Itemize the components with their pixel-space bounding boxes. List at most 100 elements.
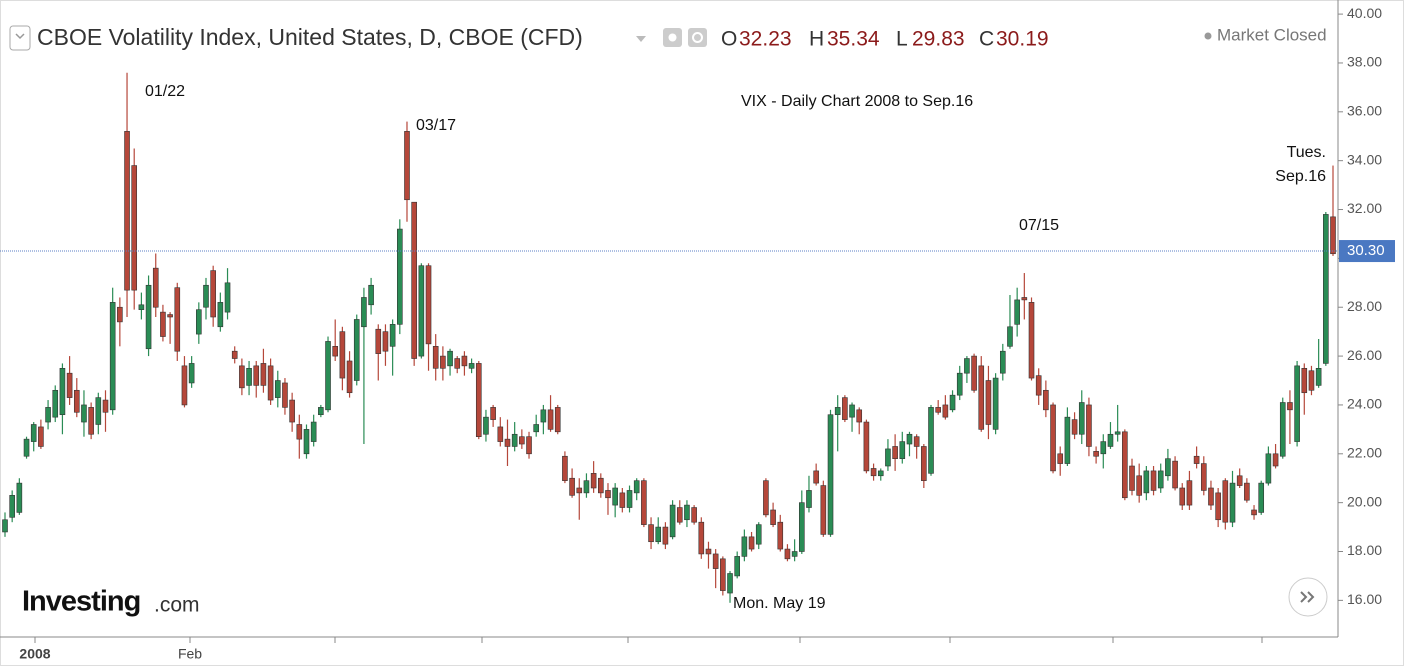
candle-body <box>1315 368 1322 386</box>
y-tick-label: 16.00 <box>1347 591 1382 607</box>
market-status: Market Closed <box>1217 25 1327 44</box>
annotation: Mon. May 19 <box>733 595 826 612</box>
chart-subtitle: VIX - Daily Chart 2008 to Sep.16 <box>741 93 973 110</box>
candle-body <box>246 368 252 386</box>
candle-body <box>181 365 188 406</box>
candle-body <box>253 365 260 386</box>
logo-brand: Investing <box>22 586 140 618</box>
candle-body <box>1122 431 1128 499</box>
candle-body <box>289 399 295 423</box>
candle-body <box>734 556 740 577</box>
candle-body <box>526 436 532 455</box>
candle-body <box>1193 455 1200 464</box>
candle-body <box>1287 402 1293 411</box>
candle-body <box>1294 365 1300 442</box>
y-tick-label: 18.00 <box>1347 542 1382 558</box>
candle-body <box>224 282 231 313</box>
candle-body <box>885 448 891 467</box>
candle-body <box>992 377 999 430</box>
candle-body <box>1150 470 1157 491</box>
candle-body <box>1179 487 1186 506</box>
candle-body <box>1301 368 1308 394</box>
annotation: Tues. <box>1287 144 1326 161</box>
candle-body <box>339 331 346 379</box>
y-tick-label: 36.00 <box>1347 103 1382 119</box>
candle-body <box>152 267 159 308</box>
candle-body <box>52 389 59 418</box>
candle-body <box>999 350 1006 374</box>
y-tick-label: 38.00 <box>1347 54 1382 70</box>
candle-body <box>1071 419 1078 435</box>
candle-body <box>712 553 719 569</box>
candle-body <box>554 407 561 433</box>
candle-body <box>612 487 618 506</box>
candle-body <box>88 407 94 435</box>
candle-body <box>432 346 439 369</box>
collapse-icon[interactable] <box>9 25 31 51</box>
candle-body <box>167 314 173 318</box>
candle-body <box>791 551 798 557</box>
candle-body <box>921 446 927 481</box>
candle-body <box>1136 475 1142 496</box>
candle-body <box>468 363 475 369</box>
candle-body <box>66 372 73 398</box>
dropdown-arrow[interactable] <box>636 36 646 42</box>
candle-body <box>425 265 432 345</box>
candle-body <box>964 358 970 374</box>
candle-body <box>720 558 726 591</box>
candle-body <box>440 355 446 369</box>
candle-body <box>935 407 941 413</box>
candle-body <box>303 429 310 455</box>
candle-body <box>1157 470 1164 489</box>
candle-body <box>1229 482 1236 523</box>
candle-body <box>533 424 540 433</box>
candle-body <box>1272 453 1279 467</box>
ohlc-value: 35.34 <box>827 28 880 51</box>
candle-body <box>1143 470 1150 494</box>
current-price-label: 30.30 <box>1347 242 1385 259</box>
candle-body <box>282 382 288 408</box>
candle-body <box>454 358 461 369</box>
candle-body <box>978 365 985 430</box>
candle-body <box>1035 375 1042 396</box>
candle-body <box>475 363 482 437</box>
candle-body <box>1093 451 1099 457</box>
candle-body <box>798 502 805 552</box>
candle-body <box>547 409 554 430</box>
candle-body <box>1330 216 1336 255</box>
candle-body <box>849 404 855 418</box>
scroll-button[interactable] <box>1288 577 1328 617</box>
candle-body <box>727 573 733 594</box>
candle-body <box>1165 458 1171 477</box>
y-tick-label: 34.00 <box>1347 151 1382 167</box>
candle-body <box>461 355 468 367</box>
candle-body <box>777 521 784 550</box>
candle-body <box>691 507 697 523</box>
candle-body <box>59 368 66 416</box>
candle-body <box>239 365 245 389</box>
settings-icon[interactable] <box>688 28 707 47</box>
eye-icon-pupil <box>668 33 677 42</box>
candle-body <box>892 446 898 459</box>
candle-body <box>605 490 611 499</box>
candle-body <box>81 404 87 423</box>
candle-body <box>346 360 353 394</box>
candle-body <box>806 490 812 508</box>
candle-body <box>267 365 274 401</box>
status-dot <box>1204 32 1212 40</box>
candle-body <box>1308 370 1315 391</box>
candle-body <box>1279 402 1286 457</box>
candle-body <box>1107 433 1114 447</box>
candle-body <box>138 304 145 310</box>
candle-body <box>956 372 963 396</box>
candle-body <box>1265 453 1272 484</box>
candle-body <box>145 284 152 350</box>
candle-body <box>1100 441 1107 455</box>
ohlc-value: 32.23 <box>739 28 792 51</box>
time-axis-ticks <box>34 637 1263 643</box>
y-tick-label: 28.00 <box>1347 298 1382 314</box>
candle-body <box>497 426 504 442</box>
candle-body <box>1222 480 1229 523</box>
candle-body <box>2 519 8 533</box>
candle-body <box>705 548 712 555</box>
